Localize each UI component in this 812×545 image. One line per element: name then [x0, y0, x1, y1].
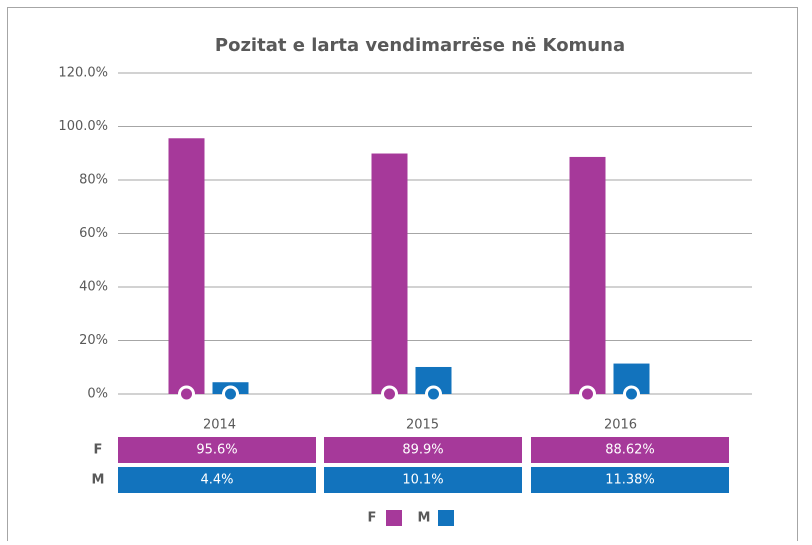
row-label: F	[94, 443, 103, 458]
legend-swatch	[438, 510, 454, 526]
bar	[569, 156, 606, 394]
bar	[371, 153, 408, 394]
marker	[381, 385, 398, 403]
legend-swatch	[386, 510, 402, 526]
chart-title: Pozitat e larta vendimarrëse në Komuna	[215, 35, 625, 56]
marker	[623, 385, 640, 403]
row-label: M	[92, 473, 105, 488]
table-value: 89.9%	[402, 443, 443, 458]
table-cell	[118, 437, 316, 463]
table-cell	[324, 467, 522, 493]
y-tick-label: 60%	[79, 226, 108, 241]
table-value: 11.38%	[605, 473, 655, 488]
y-tick-label: 80%	[79, 173, 108, 188]
x-tick-label: 2016	[604, 418, 637, 433]
marker	[579, 385, 596, 403]
table-cell	[324, 437, 522, 463]
marker	[222, 385, 239, 403]
marker	[178, 385, 195, 403]
y-tick-label: 20%	[79, 333, 108, 348]
y-tick-label: 40%	[79, 280, 108, 295]
table-cell	[118, 467, 316, 493]
legend-label: F	[368, 511, 377, 526]
y-tick-label: 0%	[87, 387, 108, 402]
table-value: 4.4%	[200, 473, 233, 488]
legend-label: M	[418, 511, 431, 526]
x-tick-label: 2014	[203, 418, 236, 433]
table-cell	[531, 437, 729, 463]
bar	[168, 138, 205, 394]
table-value: 88.62%	[605, 443, 655, 458]
table-value: 95.6%	[196, 443, 237, 458]
table-value: 10.1%	[402, 473, 443, 488]
y-tick-label: 100.0%	[58, 119, 108, 134]
y-tick-label: 120.0%	[58, 66, 108, 81]
marker	[425, 385, 442, 403]
x-tick-label: 2015	[406, 418, 439, 433]
table-cell	[531, 467, 729, 493]
